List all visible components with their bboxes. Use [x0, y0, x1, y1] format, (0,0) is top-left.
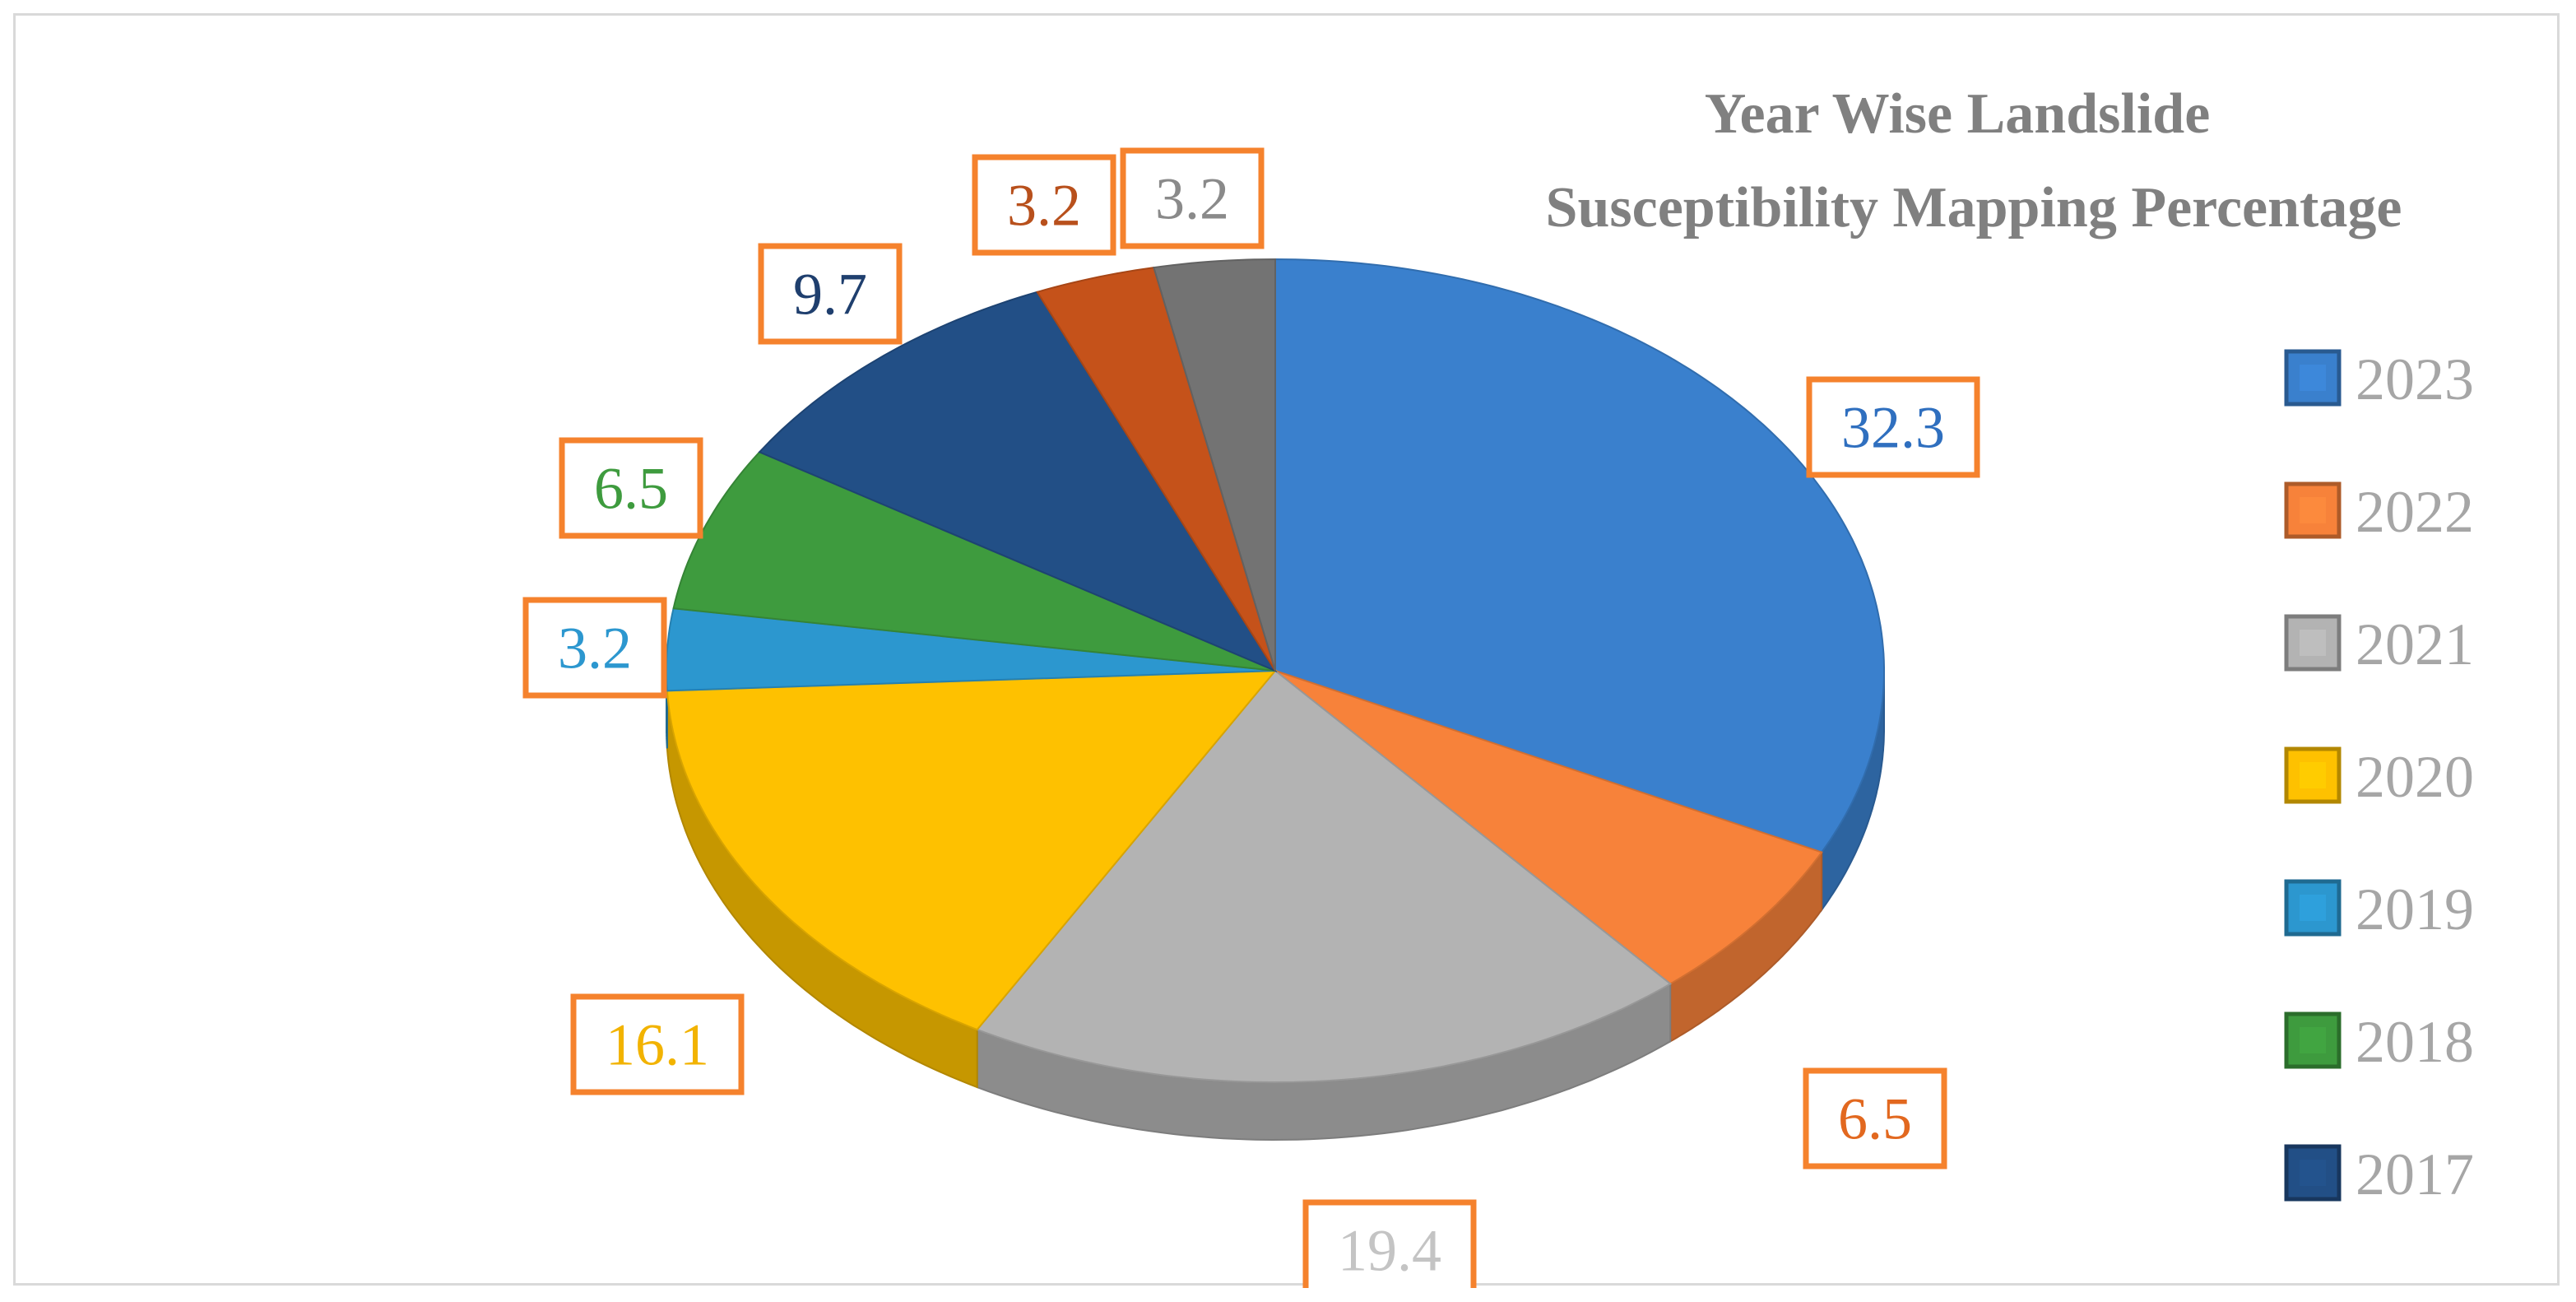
data-label-2021-8: 3.2 [1155, 165, 1229, 231]
legend-swatch-inner-2018 [2300, 1027, 2326, 1053]
data-label-box-2019-4 [522, 597, 667, 699]
pie-slice-2018-5 [672, 451, 1276, 672]
data-label-box-2021-8 [1120, 147, 1265, 249]
pie-slice-2022-7 [1036, 266, 1276, 672]
data-label-2021-2: 19.4 [1338, 1217, 1441, 1283]
legend: 2023 2022 2021 2020 2019 2018 2017 [2284, 346, 2474, 1207]
pie-slice-2023-0 [1274, 258, 1885, 853]
pie-chart: Year Wise Landslide Susceptibility Mappi… [522, 82, 2474, 1288]
legend-label-2017: 2017 [2356, 1142, 2474, 1207]
pie-slices [665, 258, 1885, 1142]
legend-swatch-inner-2020 [2300, 762, 2326, 788]
legend-label-2022: 2022 [2356, 479, 2474, 545]
data-labels: 32.3 6.5 19.4 16.1 3.2 6.5 9.7 3.2 3.2 [522, 147, 1980, 1288]
pie-slice-2021-8 [1153, 258, 1276, 672]
pie-slice-2020-3 [666, 669, 1278, 1031]
legend-swatch-2023 [2284, 349, 2342, 407]
chart-frame: Year Wise Landslide Susceptibility Mappi… [13, 13, 2560, 1288]
pie-slice-2022-1 [1274, 670, 1823, 985]
legend-label-2018: 2018 [2356, 1009, 2474, 1075]
data-label-2019-4: 3.2 [558, 615, 632, 681]
data-label-box-2022-7 [972, 154, 1116, 256]
data-label-box-2017-6 [758, 243, 903, 345]
legend-label-2019: 2019 [2356, 877, 2474, 942]
data-label-box-2023-0 [1806, 376, 1980, 478]
data-label-box-2022-1 [1803, 1067, 1947, 1169]
data-label-2022-1: 6.5 [1838, 1086, 1912, 1151]
legend-swatch-inner-2017 [2300, 1160, 2326, 1186]
data-label-2018-5: 6.5 [594, 455, 668, 521]
data-label-box-2021-2 [1302, 1199, 1477, 1288]
legend-label-2020: 2020 [2356, 744, 2474, 810]
pie-slice-2017-6 [758, 291, 1278, 673]
data-label-2022-7: 3.2 [1007, 172, 1081, 238]
data-label-box-2018-5 [559, 437, 703, 539]
legend-label-2023: 2023 [2356, 346, 2474, 412]
legend-swatch-inner-2023 [2300, 365, 2326, 391]
pie-slice-2021-2 [976, 669, 1672, 1084]
legend-swatch-inner-2022 [2300, 497, 2326, 523]
legend-label-2021: 2021 [2356, 611, 2474, 677]
data-label-2017-6: 9.7 [793, 261, 867, 327]
chart-title-line-2: Susceptibility Mapping Percentage [1546, 176, 2402, 239]
legend-swatch-inner-2019 [2300, 895, 2326, 921]
chart-title-line-1: Year Wise Landslide [1705, 82, 2211, 146]
data-label-2023-0: 32.3 [1841, 394, 1945, 460]
data-label-box-2020-3 [570, 993, 745, 1095]
data-label-2020-3: 16.1 [606, 1011, 709, 1077]
legend-swatch-inner-2021 [2300, 630, 2326, 656]
